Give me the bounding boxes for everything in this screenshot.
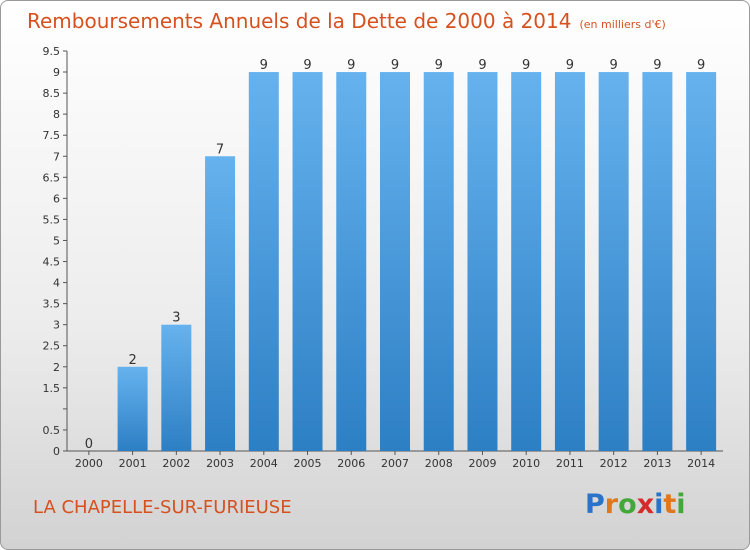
x-tick-label: 2011	[556, 457, 584, 470]
y-tick-label: 7	[53, 150, 60, 163]
commune-name: LA CHAPELLE-SUR-FURIEUSE	[33, 497, 292, 518]
bar	[117, 366, 148, 451]
proxiti-logo: Proxiti	[585, 489, 686, 520]
y-tick-label: 9.5	[43, 45, 61, 58]
bar	[336, 72, 367, 451]
data-label: 9	[391, 58, 399, 73]
x-tick-label: 2014	[687, 457, 715, 470]
bar	[511, 72, 542, 451]
bar	[423, 72, 454, 451]
y-tick-label: 2.5	[43, 340, 61, 353]
y-tick-label: 4.5	[43, 256, 61, 269]
data-label: 9	[610, 58, 618, 73]
chart-title: Remboursements Annuels de la Dette de 20…	[27, 9, 666, 33]
bar	[205, 156, 236, 451]
x-tick-label: 2002	[162, 457, 190, 470]
y-tick-label: 3.5	[43, 298, 61, 311]
x-tick-label: 2001	[119, 457, 147, 470]
bar	[380, 72, 410, 451]
logo-letter: i	[654, 489, 664, 520]
y-tick-label: 9	[53, 66, 60, 79]
y-tick-label: 6.5	[43, 171, 61, 184]
data-label: 9	[303, 58, 311, 73]
bar	[598, 72, 629, 451]
bar	[248, 72, 279, 451]
x-tick-label: 2012	[600, 457, 628, 470]
data-label: 9	[260, 58, 268, 73]
x-tick-label: 2003	[206, 457, 234, 470]
bar	[642, 72, 673, 451]
data-label: 9	[653, 58, 661, 73]
y-tick-label: 3	[53, 319, 60, 332]
bar	[686, 72, 717, 451]
data-label: 9	[522, 58, 530, 73]
logo-letter: i	[676, 489, 686, 520]
bar	[292, 72, 323, 451]
chart-bars	[117, 72, 717, 451]
x-tick-label: 2007	[381, 457, 409, 470]
y-tick-label: 8.5	[43, 87, 61, 100]
y-tick-label: 4	[53, 277, 60, 290]
y-tick-label: 5	[53, 234, 60, 247]
y-tick-label: 7.5	[43, 129, 61, 142]
data-label: 9	[478, 58, 486, 73]
chart-title-unit: (en milliers d'€)	[579, 18, 666, 31]
x-tick-label: 2004	[250, 457, 278, 470]
y-tick-label: 2	[53, 361, 60, 374]
x-tick-label: 2008	[425, 457, 453, 470]
y-tick-label: 6	[53, 192, 60, 205]
logo-letter: r	[604, 489, 619, 520]
data-label: 3	[172, 311, 180, 326]
data-label: 9	[697, 58, 705, 73]
bar	[161, 324, 192, 451]
x-tick-label: 2000	[75, 457, 103, 470]
logo-letter: o	[618, 489, 637, 520]
x-tick-label: 2010	[512, 457, 540, 470]
y-tick-label: 5.5	[43, 213, 61, 226]
data-label: 0	[85, 437, 93, 452]
bar	[554, 72, 585, 451]
chart-labels: 2000 0 2001 2 2002 3 2003 7 2004 9 2005 9 2006 9 2007 9…	[75, 58, 715, 470]
logo-letter: t	[663, 489, 677, 520]
data-label: 9	[566, 58, 574, 73]
chart-title-main: Remboursements Annuels de la Dette de 20…	[27, 9, 572, 33]
y-tick-label: 1.5	[43, 382, 61, 395]
data-label: 9	[435, 58, 443, 73]
data-label: 9	[347, 58, 355, 73]
chart-axes: 0 0.5 1.5 2 2.5 3 3.5 4 4.5 5 5.5 6 6.5 7 7.5 8 8.5 9 9.5	[43, 45, 723, 458]
logo-letter: x	[636, 489, 655, 520]
x-tick-label: 2013	[643, 457, 671, 470]
data-label: 2	[128, 353, 136, 368]
bar	[467, 72, 498, 451]
y-tick-label: 0.5	[43, 424, 61, 437]
y-tick-label: 8	[53, 108, 60, 121]
logo-letter: P	[585, 489, 605, 520]
x-tick-label: 2005	[294, 457, 322, 470]
x-tick-label: 2009	[468, 457, 496, 470]
y-tick-label: 0	[53, 445, 60, 458]
data-label: 7	[216, 142, 224, 157]
x-tick-label: 2006	[337, 457, 365, 470]
